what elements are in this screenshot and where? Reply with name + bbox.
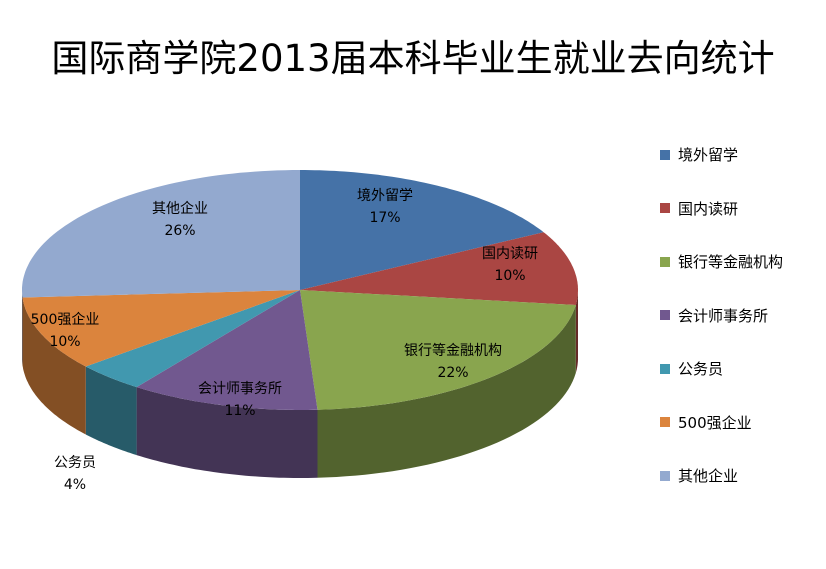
- legend-swatch: [660, 256, 670, 267]
- data-label-value: 10%: [494, 268, 525, 284]
- legend-label: 银行等金融机构: [678, 253, 784, 271]
- data-label-value: 22%: [437, 365, 468, 381]
- pie-slice[interactable]: [85, 290, 300, 388]
- legend-label: 500强企业: [678, 413, 752, 432]
- pie-slice[interactable]: [300, 170, 544, 290]
- pie-slice-side: [575, 290, 578, 373]
- legend-item: 500强企业: [660, 412, 752, 433]
- data-label-category: 500强企业: [31, 311, 100, 328]
- pie-slice[interactable]: [22, 170, 300, 298]
- data-label-category: 其他企业: [152, 200, 208, 217]
- legend-swatch: [660, 149, 670, 160]
- data-label-category: 会计师事务所: [198, 381, 282, 397]
- legend-swatch: [660, 363, 670, 374]
- legend-label: 会计师事务所: [678, 306, 769, 325]
- data-label-category: 国内读研: [482, 245, 538, 262]
- legend-label: 国内读研: [678, 199, 739, 218]
- legend-item: 境外留学: [660, 144, 738, 165]
- legend-item: 国内读研: [660, 198, 738, 219]
- legend-item: 会计师事务所: [660, 305, 768, 326]
- data-label-category: 公务员: [54, 455, 96, 471]
- data-label-value: 10%: [49, 334, 80, 350]
- data-label-category: 银行等金融机构: [404, 342, 502, 359]
- data-label-value: 26%: [164, 223, 195, 239]
- pie-slice-side: [85, 366, 137, 456]
- legend-swatch: [660, 310, 670, 320]
- data-label-value: 17%: [369, 210, 400, 226]
- data-label-value: 11%: [224, 403, 255, 419]
- legend-label: 境外留学: [678, 146, 739, 164]
- data-label-category: 境外留学: [357, 188, 413, 204]
- data-label-value: 4%: [64, 477, 86, 493]
- pie-slice-side: [22, 297, 86, 435]
- legend-swatch: [660, 417, 670, 427]
- legend-label: 其他企业: [678, 467, 739, 485]
- legend-item: 公务员: [660, 358, 723, 379]
- pie-slice[interactable]: [300, 290, 576, 410]
- chart-title: 国际商学院2013届本科毕业生就业去向统计: [51, 37, 775, 80]
- legend-swatch: [660, 203, 670, 213]
- pie-slice[interactable]: [22, 290, 301, 367]
- pie-slice[interactable]: [300, 232, 578, 305]
- legend-label: 公务员: [678, 360, 724, 378]
- legend-swatch: [660, 470, 670, 481]
- pie-slice-side: [136, 387, 318, 478]
- legend-item: 银行等金融机构: [660, 251, 783, 272]
- pie-slice-side: [317, 305, 576, 478]
- pie-slice[interactable]: [136, 290, 318, 410]
- legend-item: 其他企业: [660, 465, 738, 486]
- pie-slice-side: [22, 290, 23, 366]
